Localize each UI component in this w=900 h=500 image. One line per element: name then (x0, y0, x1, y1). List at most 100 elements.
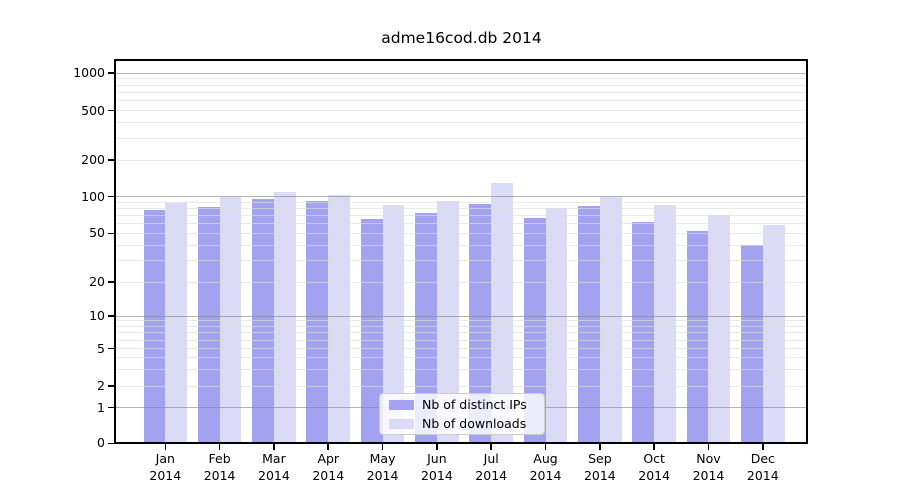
x-tick-label-jun: Jun 2014 (409, 450, 465, 484)
x-tick-label-nov: Nov 2014 (680, 450, 736, 484)
y-tickmark (108, 159, 115, 161)
minor-gridline (115, 339, 808, 341)
y-tickmark (108, 442, 115, 445)
x-tick-label-aug: Aug 2014 (518, 450, 574, 484)
x-tickmark (273, 444, 275, 450)
bar-nov-distinct-ips (686, 231, 709, 444)
y-tick-label: 2 (97, 378, 105, 393)
x-tick-year: 2014 (258, 468, 290, 483)
legend-swatch-downloads (389, 418, 414, 429)
minor-gridline (115, 159, 808, 161)
x-tick-year: 2014 (746, 468, 779, 483)
legend: Nb of distinct IPs Nb of downloads (379, 393, 545, 435)
bar-aug-downloads (545, 208, 568, 444)
x-tick-year: 2014 (149, 468, 182, 483)
y-tick-label: 50 (89, 225, 105, 241)
minor-gridline (115, 281, 808, 283)
x-tickmark (653, 444, 655, 450)
y-tickmark (108, 281, 115, 283)
y-tick-label: 5 (97, 340, 105, 356)
bar-sep-distinct-ips (578, 205, 600, 444)
x-tickmark (762, 444, 764, 450)
x-tick-year: 2014 (366, 468, 399, 483)
minor-gridline (115, 232, 808, 234)
x-tick-label-sep: Sep 2014 (572, 450, 628, 484)
minor-gridline (115, 137, 808, 139)
minor-gridline (115, 91, 808, 93)
bar-feb-downloads (219, 196, 242, 444)
minor-gridline (115, 326, 808, 328)
x-tick-label-apr: Apr 2014 (300, 450, 356, 484)
bar-may-downloads (382, 205, 405, 444)
bar-mar-downloads (273, 191, 296, 444)
major-gridline (115, 315, 808, 317)
y-tick-label: 20 (89, 274, 105, 289)
x-tick-label-mar: Mar 2014 (246, 450, 302, 484)
minor-gridline (115, 201, 808, 203)
chart-title: adme16cod.db 2014 (381, 29, 542, 47)
x-tickmark (327, 444, 330, 450)
minor-gridline (115, 122, 808, 124)
minor-gridline (115, 259, 808, 261)
minor-gridline (115, 385, 808, 387)
bar-dec-distinct-ips (741, 245, 763, 444)
bar-oct-downloads (654, 205, 676, 444)
bar-jun-downloads (436, 200, 459, 444)
y-tick-label: 0 (97, 435, 105, 451)
minor-gridline (115, 320, 808, 322)
minor-gridline (115, 78, 808, 80)
legend-entry-downloads: Nb of downloads (389, 416, 535, 432)
x-tick-label-jul: Jul 2014 (463, 450, 519, 484)
y-tick-label: 10 (89, 308, 105, 323)
minor-gridline (115, 110, 808, 112)
y-tick-label: 1 (97, 399, 105, 415)
bar-apr-downloads (328, 195, 351, 444)
bar-jul-downloads (491, 182, 513, 444)
y-tickmark (108, 315, 115, 317)
minor-gridline (115, 215, 808, 217)
x-tick-year: 2014 (692, 468, 725, 483)
legend-label-distinct-ips: Nb of distinct IPs (422, 397, 527, 412)
minor-gridline (115, 348, 808, 350)
major-gridline (115, 196, 808, 198)
x-tick-year: 2014 (420, 468, 453, 483)
minor-gridline (115, 223, 808, 225)
y-tickmark (108, 347, 115, 350)
x-tickmark (218, 444, 221, 450)
x-tickmark (707, 444, 710, 450)
y-tick-label: 500 (81, 102, 105, 118)
bar-jan-downloads (165, 203, 188, 444)
minor-gridline (115, 332, 808, 334)
legend-label-downloads: Nb of downloads (422, 416, 527, 431)
bar-aug-distinct-ips (523, 217, 546, 444)
x-tick-label-jan: Jan 2014 (137, 450, 193, 484)
minor-gridline (115, 207, 808, 209)
x-tick-year: 2014 (529, 468, 562, 483)
bar-apr-distinct-ips (306, 201, 329, 444)
x-tick-label-feb: Feb 2014 (192, 450, 248, 484)
y-tickmark (108, 195, 115, 198)
x-tickmark (381, 444, 384, 450)
x-tick-year: 2014 (203, 468, 236, 483)
y-tick-label: 1000 (73, 65, 105, 80)
x-tick-label-oct: Oct 2014 (626, 450, 682, 484)
x-tickmark (599, 444, 601, 450)
y-tickmark (108, 385, 115, 387)
y-tick-label: 100 (81, 188, 105, 204)
legend-entry-distinct-ips: Nb of distinct IPs (389, 397, 535, 413)
x-tick-label-dec: Dec 2014 (735, 450, 791, 484)
major-gridline (115, 72, 808, 74)
y-tickmark (108, 232, 115, 235)
y-tickmark (108, 406, 115, 409)
x-tick-year: 2014 (583, 468, 616, 483)
x-tickmark (164, 444, 167, 450)
bar-sep-downloads (599, 196, 622, 444)
minor-gridline (115, 84, 808, 86)
minor-gridline (115, 100, 808, 102)
x-tick-label-may: May 2014 (355, 450, 411, 484)
bar-jul-distinct-ips (469, 204, 492, 444)
